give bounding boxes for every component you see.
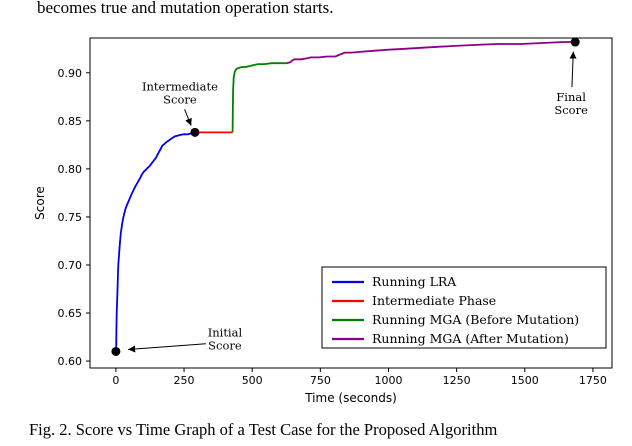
paper-body-text: becomes true and mutation operation star… bbox=[37, 0, 334, 17]
annotation-label: Final bbox=[556, 90, 586, 104]
x-tick-label: 250 bbox=[174, 374, 195, 387]
y-axis-label: Score bbox=[33, 186, 47, 220]
score-marker-dot bbox=[190, 127, 200, 137]
series-line-2 bbox=[231, 62, 287, 133]
y-tick-label: 0.75 bbox=[58, 211, 83, 224]
annotation-arrow bbox=[569, 51, 577, 88]
x-axis-label: Time (seconds) bbox=[304, 391, 397, 405]
x-tick-label: 1500 bbox=[511, 374, 539, 387]
x-tick-label: 500 bbox=[242, 374, 263, 387]
annotation-label: Score bbox=[554, 103, 588, 117]
annotation-label: Score bbox=[208, 338, 242, 352]
score-time-chart: 0 250 500 750 1000 1250 1500 1750 0.60 0.65 0.70 0.… bbox=[33, 37, 613, 405]
legend-box bbox=[321, 266, 607, 349]
y-tick-label: 0.60 bbox=[58, 355, 83, 368]
annotation-arrow bbox=[128, 343, 206, 353]
series-line-3 bbox=[286, 41, 576, 65]
legend-label-1: Intermediate Phase bbox=[372, 293, 496, 308]
y-tick-label: 0.70 bbox=[58, 259, 83, 272]
series-line-0 bbox=[115, 131, 196, 352]
x-tick-label: 0 bbox=[112, 374, 119, 387]
legend-label-0: Running LRA bbox=[372, 274, 457, 289]
annotation-label: Score bbox=[163, 92, 197, 106]
annotation-label: Intermediate bbox=[142, 79, 218, 93]
annotation-arrow bbox=[184, 109, 192, 126]
score-marker-dot bbox=[111, 346, 121, 356]
y-tick-label: 0.80 bbox=[58, 163, 83, 176]
y-tick-label: 0.65 bbox=[58, 307, 83, 320]
figure-caption: Fig. 2. Score vs Time Graph of a Test Ca… bbox=[29, 420, 498, 439]
y-tick-label: 0.90 bbox=[58, 67, 83, 80]
x-tick-label: 1250 bbox=[443, 374, 471, 387]
legend-label-3: Running MGA (After Mutation) bbox=[372, 331, 569, 346]
annotation-label: Initial bbox=[208, 325, 243, 339]
legend-label-2: Running MGA (Before Mutation) bbox=[372, 312, 579, 327]
x-tick-label: 750 bbox=[310, 374, 331, 387]
y-tick-label: 0.85 bbox=[58, 115, 83, 128]
x-tick-label: 1750 bbox=[579, 374, 607, 387]
x-tick-label: 1000 bbox=[374, 374, 402, 387]
score-marker-dot bbox=[570, 37, 580, 47]
